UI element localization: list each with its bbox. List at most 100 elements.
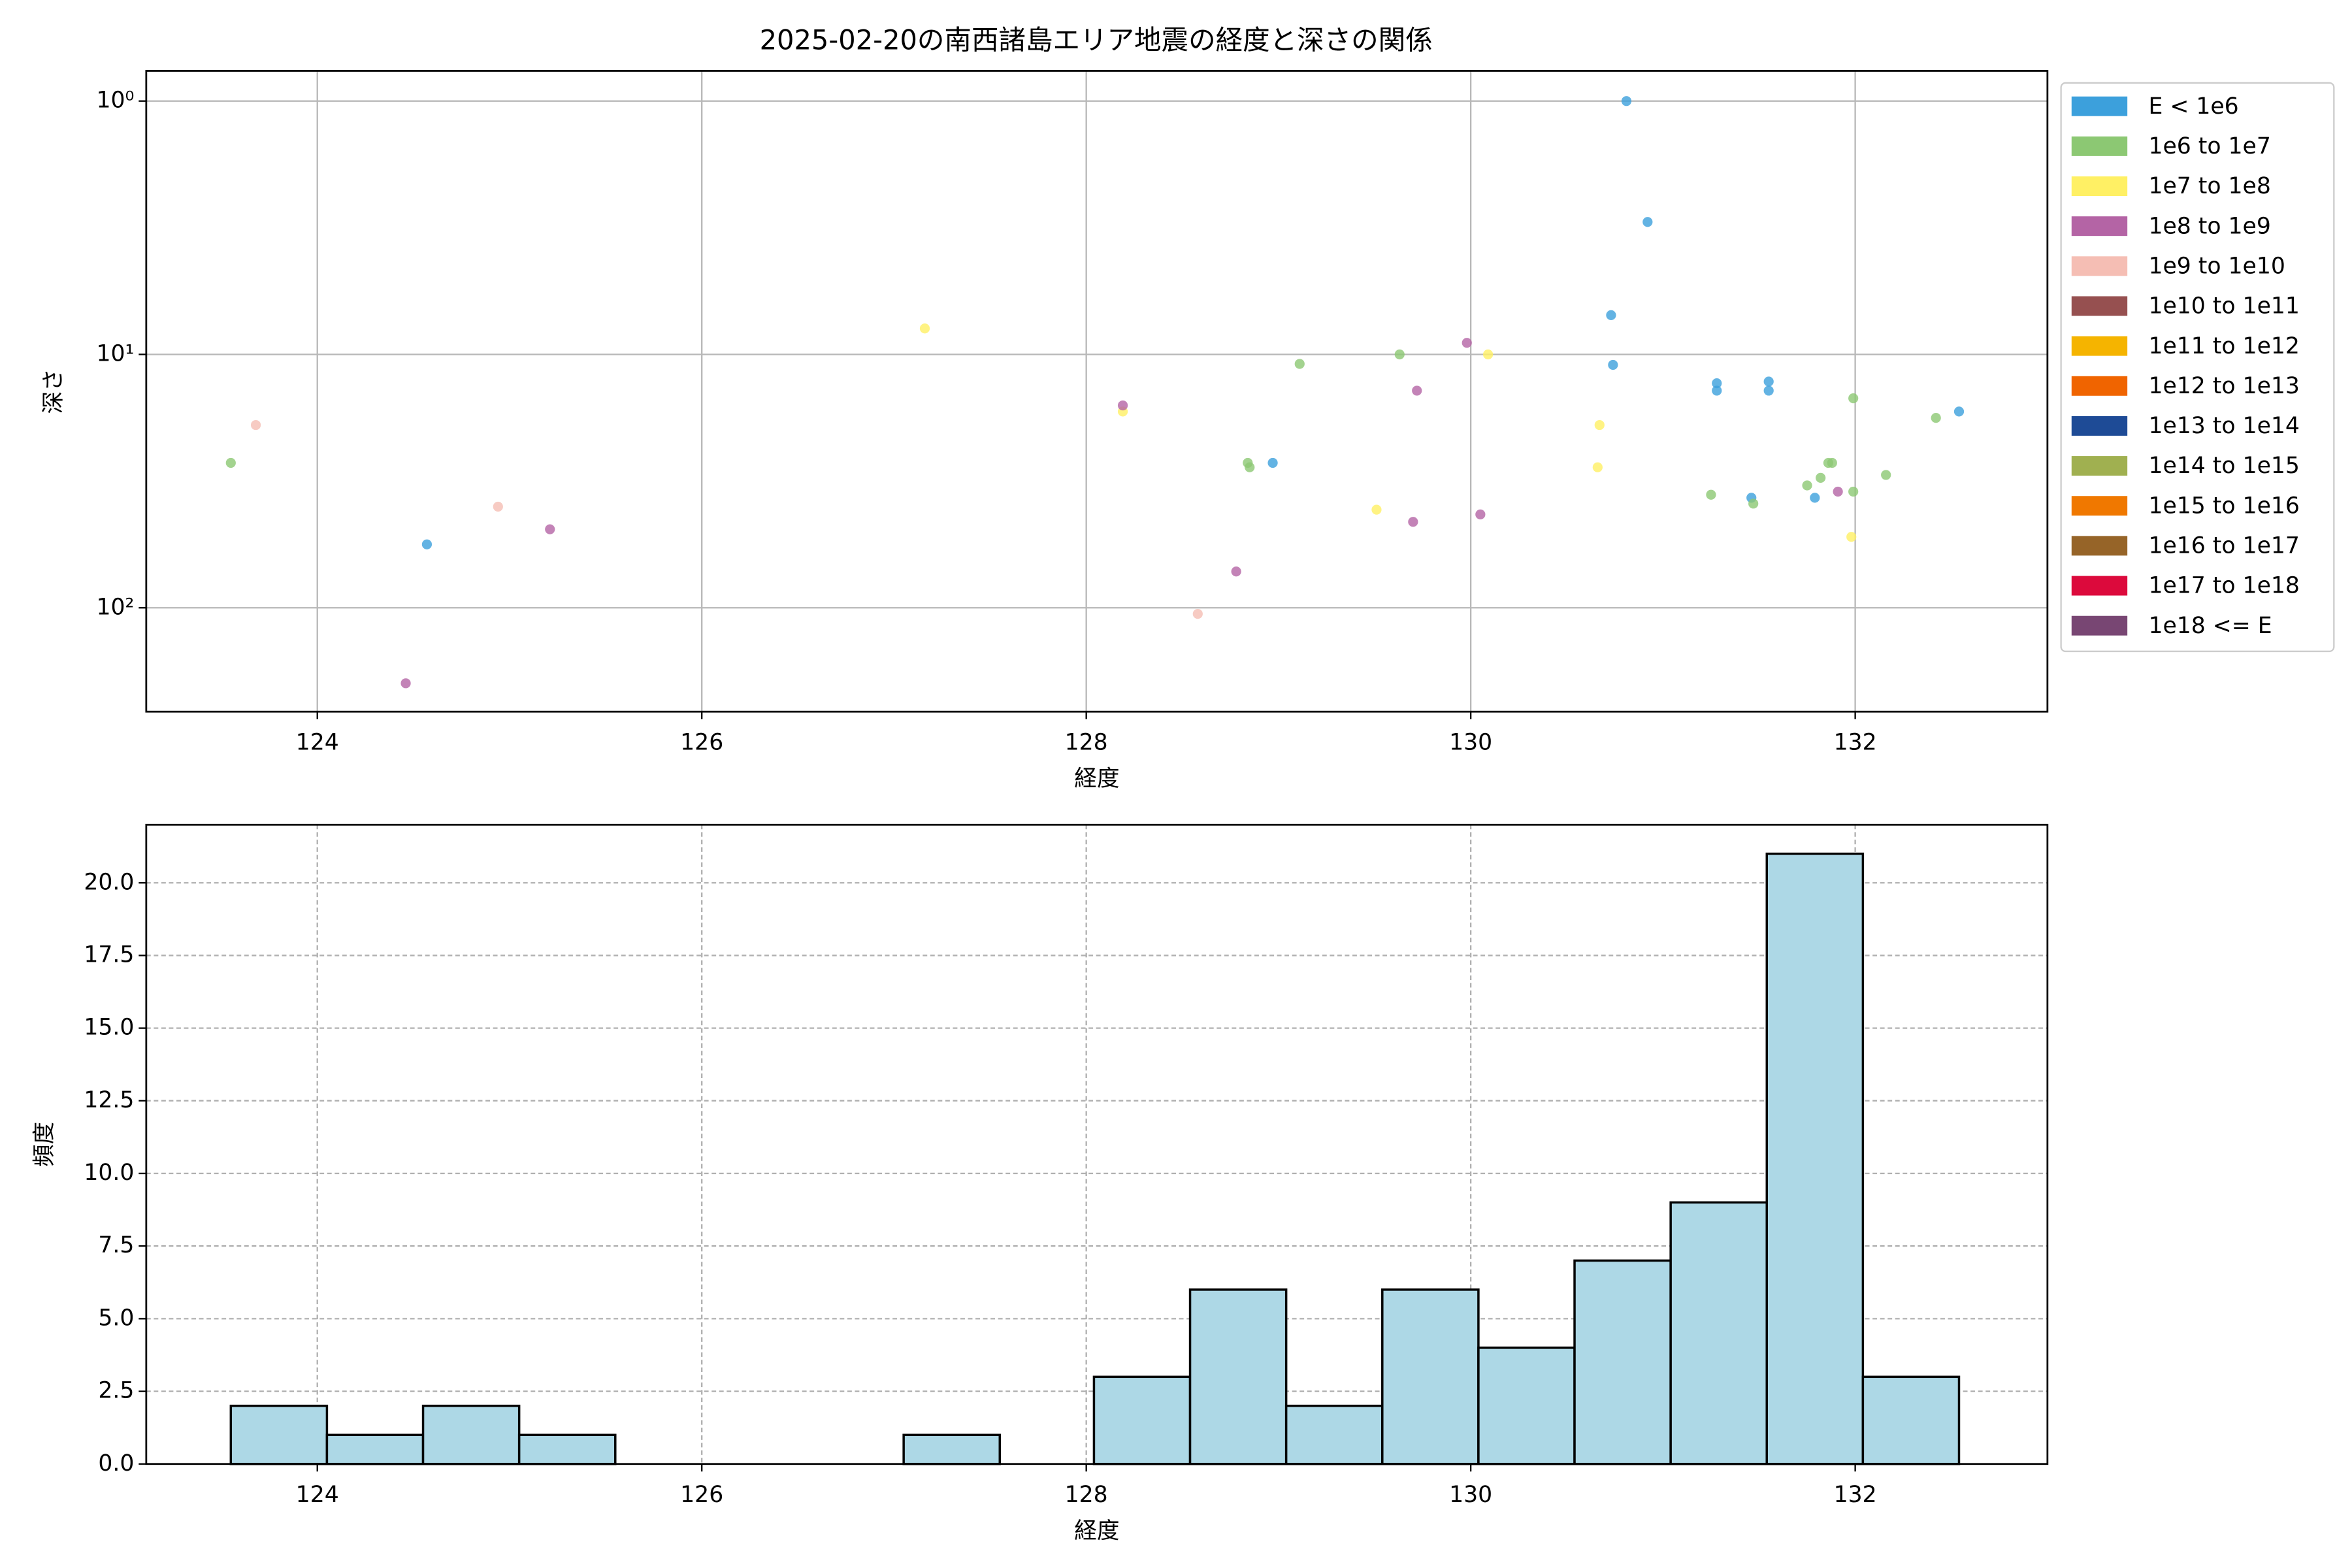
x-tick-label: 132 bbox=[1834, 730, 1877, 756]
point bbox=[1592, 462, 1603, 472]
y-tick-label: 12.5 bbox=[84, 1087, 134, 1113]
legend-label: 1e9 to 1e10 bbox=[2148, 253, 2285, 279]
legend-swatch bbox=[2071, 216, 2128, 237]
point bbox=[225, 457, 236, 468]
point bbox=[250, 419, 261, 431]
bar bbox=[1188, 1288, 1288, 1465]
point bbox=[1608, 359, 1618, 370]
point bbox=[1475, 509, 1486, 519]
legend-swatch bbox=[2071, 176, 2128, 196]
y-tick-label: 15.0 bbox=[84, 1015, 134, 1041]
point bbox=[1748, 498, 1759, 509]
x-tick-label: 128 bbox=[1065, 1482, 1108, 1508]
x-tick-label: 126 bbox=[680, 730, 723, 756]
point bbox=[1412, 385, 1422, 396]
point bbox=[1802, 480, 1812, 491]
point bbox=[1371, 504, 1382, 515]
legend-label: 1e11 to 1e12 bbox=[2148, 333, 2299, 359]
legend-swatch bbox=[2071, 136, 2128, 156]
point bbox=[400, 678, 411, 689]
point bbox=[1881, 470, 1891, 480]
plot-frame bbox=[145, 70, 2049, 713]
legend-label: 1e10 to 1e11 bbox=[2148, 293, 2299, 319]
point bbox=[1267, 457, 1278, 468]
bar bbox=[1765, 853, 1865, 1465]
point bbox=[1846, 532, 1857, 542]
legend-swatch bbox=[2071, 256, 2128, 276]
point bbox=[1294, 359, 1305, 369]
x-axis-label: 経度 bbox=[1074, 1518, 1119, 1544]
bar bbox=[1477, 1347, 1576, 1465]
bar bbox=[1092, 1375, 1192, 1465]
point bbox=[421, 539, 433, 549]
point bbox=[1712, 385, 1722, 396]
point bbox=[1462, 338, 1472, 348]
point bbox=[1712, 378, 1722, 389]
point bbox=[1408, 517, 1418, 527]
legend-label: 1e12 to 1e13 bbox=[2148, 373, 2299, 399]
bar bbox=[1861, 1375, 1961, 1465]
legend-label: 1e14 to 1e15 bbox=[2148, 453, 2299, 479]
legend-label: 1e8 to 1e9 bbox=[2148, 213, 2270, 239]
y-axis-label: 深さ bbox=[41, 368, 67, 414]
point bbox=[1245, 462, 1255, 472]
point bbox=[1594, 419, 1605, 431]
point bbox=[1763, 385, 1774, 396]
chart-title: 2025-02-20の南西諸島エリア地震の経度と深さの関係 bbox=[760, 24, 1433, 56]
y-tick-label: 10² bbox=[96, 594, 134, 620]
legend-label: 1e16 to 1e17 bbox=[2148, 533, 2299, 559]
legend-box bbox=[2060, 82, 2335, 653]
point bbox=[1192, 608, 1203, 619]
y-tick-label: 10¹ bbox=[96, 340, 134, 367]
point bbox=[1117, 400, 1128, 411]
bar bbox=[902, 1433, 1001, 1465]
legend-label: 1e7 to 1e8 bbox=[2148, 173, 2270, 199]
bar bbox=[229, 1405, 329, 1465]
point bbox=[545, 524, 555, 534]
legend-swatch bbox=[2071, 336, 2128, 356]
bar bbox=[1573, 1259, 1672, 1465]
x-tick-label: 130 bbox=[1449, 730, 1492, 756]
point bbox=[493, 501, 503, 512]
point bbox=[1642, 217, 1653, 227]
x-axis-label: 経度 bbox=[1074, 766, 1119, 792]
point bbox=[1931, 412, 1941, 423]
point bbox=[1483, 349, 1494, 360]
point bbox=[1848, 393, 1859, 404]
legend-swatch bbox=[2071, 615, 2128, 636]
bar bbox=[1284, 1405, 1384, 1465]
bar bbox=[1669, 1201, 1768, 1465]
legend-label: 1e15 to 1e16 bbox=[2148, 493, 2299, 519]
point bbox=[1606, 310, 1616, 321]
x-tick-label: 126 bbox=[680, 1482, 723, 1508]
y-tick-label: 17.5 bbox=[84, 941, 134, 968]
legend-label: 1e18 <= E bbox=[2148, 613, 2272, 639]
point bbox=[1953, 406, 1965, 417]
y-axis-label: 頻度 bbox=[31, 1122, 57, 1167]
point bbox=[919, 323, 930, 334]
point bbox=[1810, 493, 1820, 503]
plot-frame bbox=[145, 823, 2049, 1465]
point bbox=[1827, 457, 1837, 468]
point bbox=[1621, 96, 1632, 106]
point bbox=[1394, 349, 1405, 360]
legend-label: 1e17 to 1e18 bbox=[2148, 573, 2299, 599]
legend-swatch bbox=[2071, 296, 2128, 316]
x-tick-label: 124 bbox=[296, 730, 339, 756]
legend-label: 1e13 to 1e14 bbox=[2148, 413, 2299, 439]
x-tick-label: 130 bbox=[1449, 1482, 1492, 1508]
bar bbox=[325, 1433, 425, 1465]
point bbox=[1231, 566, 1241, 577]
y-tick-label: 10⁰ bbox=[96, 88, 134, 114]
bar bbox=[1381, 1288, 1480, 1465]
point bbox=[1833, 486, 1843, 497]
legend-swatch bbox=[2071, 536, 2128, 556]
x-tick-label: 124 bbox=[296, 1482, 339, 1508]
legend-swatch bbox=[2071, 456, 2128, 476]
legend-label: 1e6 to 1e7 bbox=[2148, 133, 2270, 159]
y-tick-label: 10.0 bbox=[84, 1160, 134, 1186]
point bbox=[1816, 472, 1826, 483]
y-tick-label: 2.5 bbox=[98, 1378, 134, 1404]
